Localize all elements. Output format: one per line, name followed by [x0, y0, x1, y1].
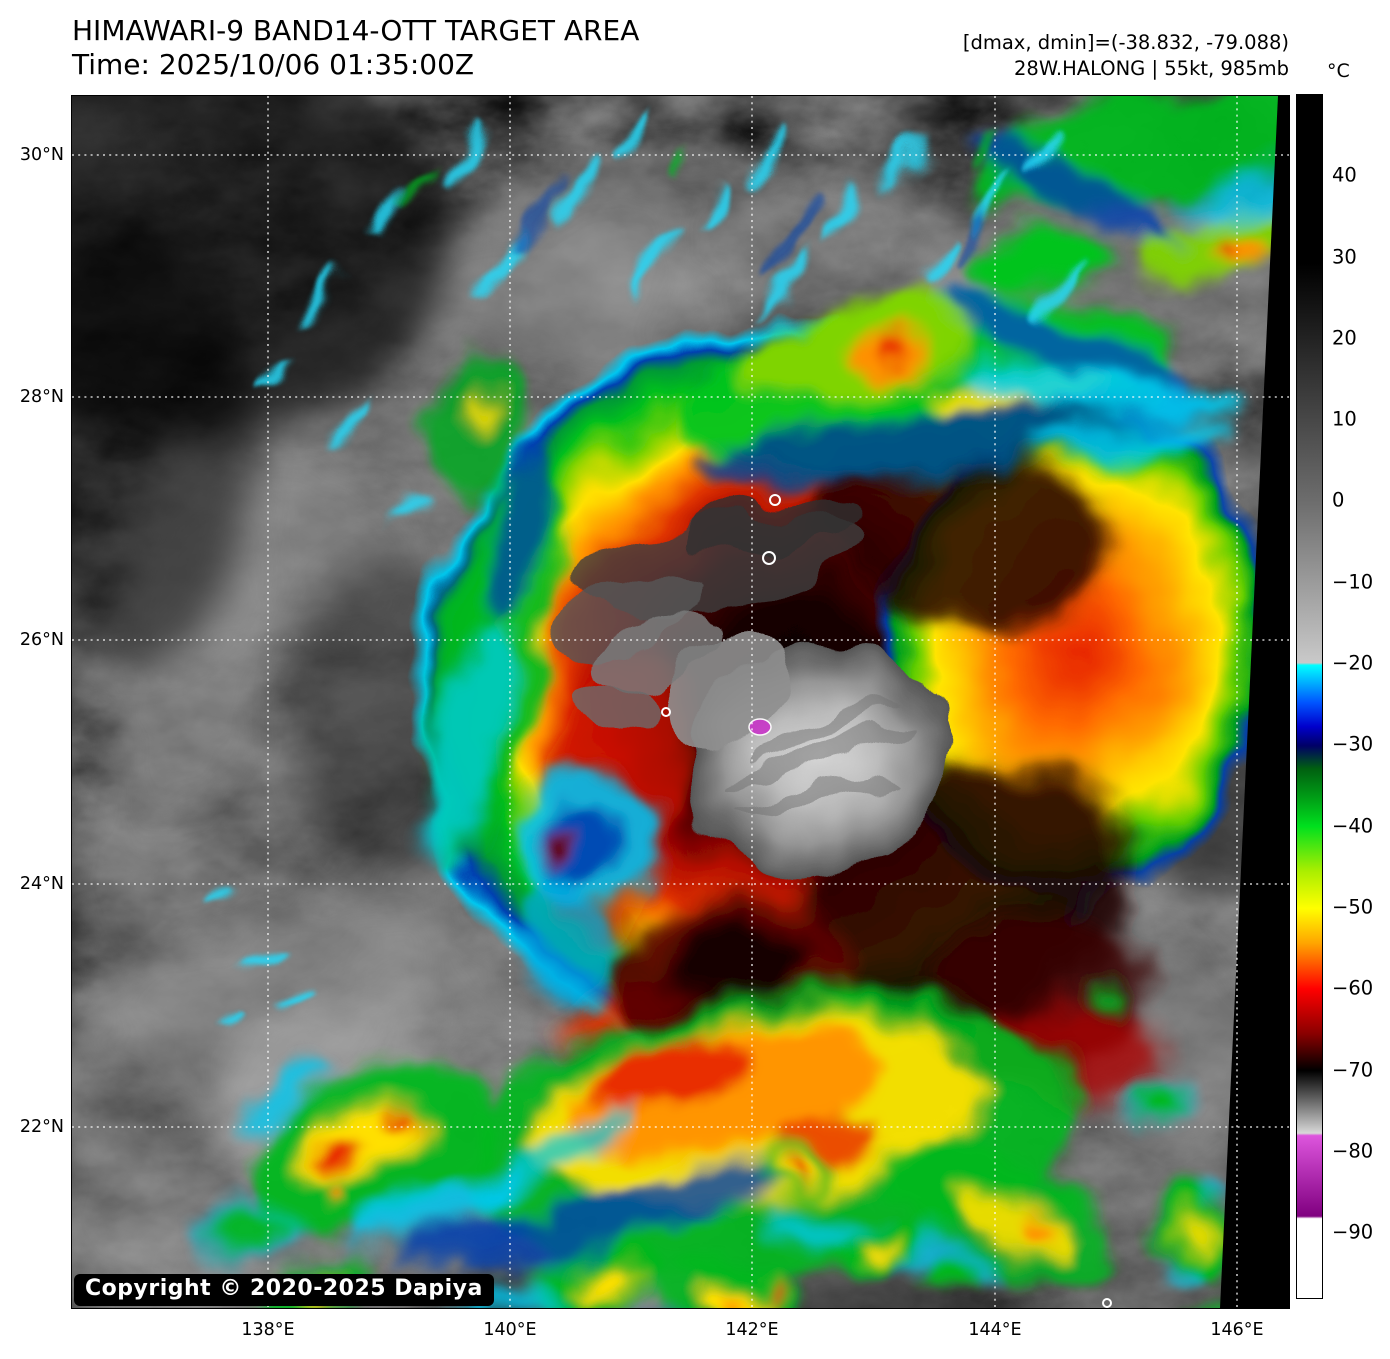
- dmax-dmin-readout: [dmax, dmin]=(-38.832, -79.088): [962, 31, 1289, 54]
- colorbar-tick-label: −30: [1332, 732, 1374, 756]
- lon-tick-label: 140°E: [483, 1320, 537, 1340]
- scan-edge-wedge: [1220, 96, 1289, 1308]
- lat-tick-label: 30°N: [19, 145, 64, 165]
- colorbar-tick-label: −80: [1332, 1139, 1374, 1163]
- copyright-badge: Copyright © 2020-2025 Dapiya: [74, 1273, 494, 1306]
- coldest-pixel-marker: [748, 718, 772, 736]
- colorbar-unit-label: °C: [1327, 60, 1350, 82]
- lon-tick-label: 144°E: [968, 1320, 1022, 1340]
- satellite-map: Copyright © 2020-2025 Dapiya: [71, 95, 1290, 1309]
- colorbar-gradient: [1297, 95, 1322, 1298]
- storm-info: 28W.HALONG | 55kt, 985mb: [1014, 57, 1289, 81]
- lat-tick-label: 28°N: [19, 387, 64, 407]
- timestamp: Time: 2025/10/06 01:35:00Z: [72, 47, 475, 81]
- grid-lines: [72, 96, 1289, 1308]
- satellite-imagery: [72, 96, 1289, 1308]
- page-title: HIMAWARI-9 BAND14-OTT TARGET AREA: [72, 14, 640, 47]
- colorbar-tick-label: −10: [1332, 570, 1374, 594]
- header-left: HIMAWARI-9 BAND14-OTT TARGET AREA Time: …: [72, 14, 639, 81]
- colorbar-tick-label: −70: [1332, 1058, 1374, 1082]
- colorbar-tick-label: −40: [1332, 814, 1374, 838]
- colorbar-tick-label: −50: [1332, 895, 1374, 919]
- lon-tick-label: 138°E: [241, 1320, 295, 1340]
- colorbar-tick-label: 40: [1332, 163, 1357, 187]
- analysis-marks: [661, 494, 1112, 1308]
- colorbar: [1296, 94, 1323, 1299]
- lon-tick-label: 142°E: [725, 1320, 779, 1340]
- lat-tick-label: 24°N: [19, 874, 64, 894]
- lat-tick-label: 26°N: [19, 630, 64, 650]
- lon-tick-label: 146°E: [1210, 1320, 1264, 1340]
- colorbar-tick-label: 30: [1332, 245, 1357, 269]
- colorbar-tick-label: −90: [1332, 1220, 1374, 1244]
- lat-tick-label: 22°N: [19, 1117, 64, 1137]
- colorbar-tick-label: −20: [1332, 651, 1374, 675]
- typhoon-eye-region: [558, 499, 952, 881]
- colorbar-tick-label: 10: [1332, 407, 1357, 431]
- colorbar-tick-label: 0: [1332, 488, 1345, 512]
- header-right: [dmax, dmin]=(-38.832, -79.088) 28W.HALO…: [963, 30, 1289, 83]
- colorbar-tick-label: 20: [1332, 326, 1357, 350]
- colorbar-tick-label: −60: [1332, 976, 1374, 1000]
